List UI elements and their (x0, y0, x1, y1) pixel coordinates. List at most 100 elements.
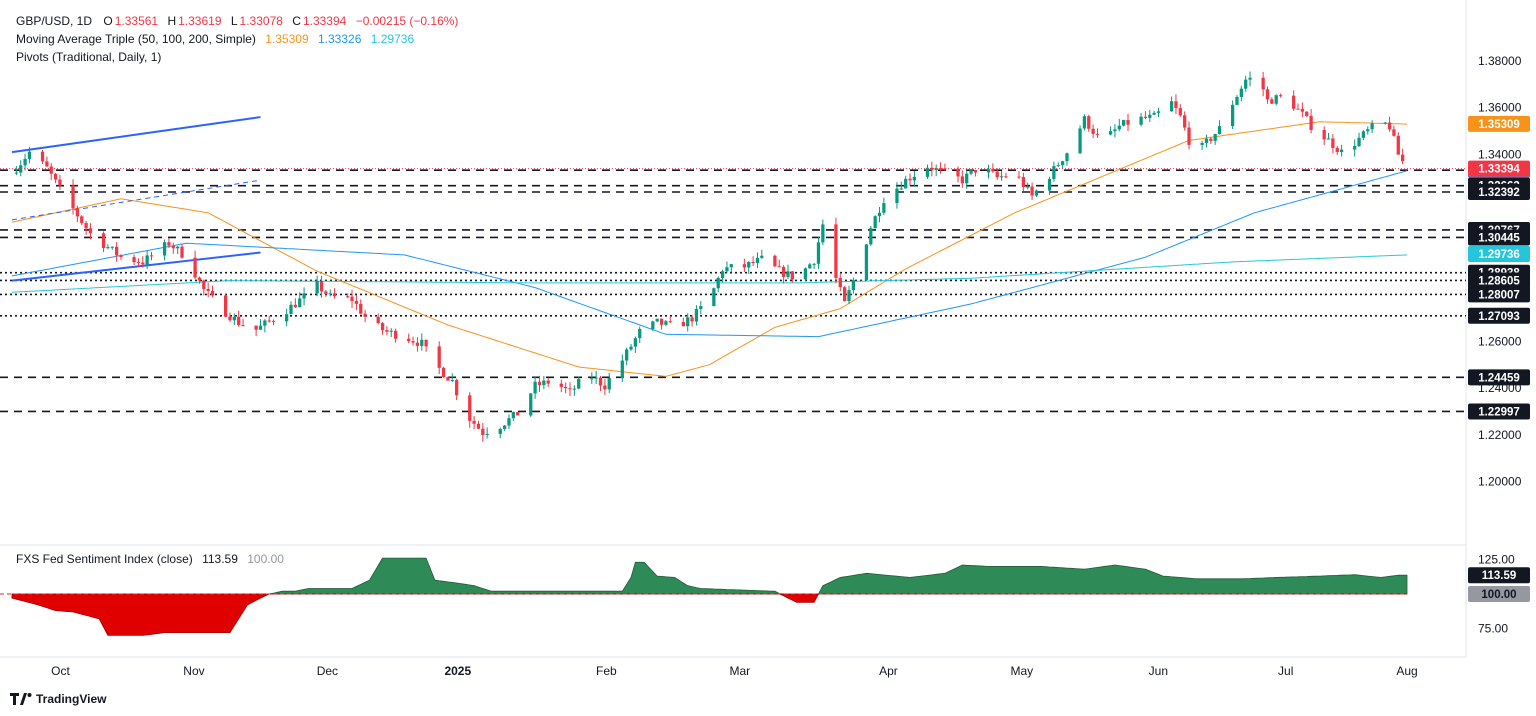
candle-body (986, 169, 991, 173)
candle-body (193, 257, 197, 278)
candle-body (1091, 128, 1095, 134)
candle-body (1217, 126, 1222, 135)
sentiment-tick-label: 75.00 (1478, 622, 1508, 636)
candle-body (598, 377, 603, 386)
price-tick-label: 1.26000 (1478, 334, 1522, 348)
ma-legend: Moving Average Triple (50, 100, 200, Sim… (16, 32, 416, 46)
candle-body (930, 167, 934, 171)
pivot-price-label: 1.28605 (1478, 275, 1520, 287)
pivot-price-label: 1.32392 (1478, 187, 1520, 199)
candle-body (455, 380, 459, 396)
candle-body (1187, 127, 1191, 145)
candle-body (254, 325, 258, 330)
candle-body (773, 255, 777, 267)
candle-body (751, 261, 755, 264)
candle-body (629, 346, 633, 350)
low-value: 1.33078 (239, 14, 283, 28)
symbol-label: GBP/USD, 1D (16, 14, 93, 28)
candle-body (812, 263, 816, 265)
candle-body (973, 170, 978, 173)
candle-body (136, 262, 141, 264)
pivot-price-label: 1.22997 (1478, 406, 1520, 418)
sentiment-label: FXS Fed Sentiment Index (close) (16, 552, 193, 566)
candle-body (75, 208, 80, 217)
price-label: 1.35309 (1478, 119, 1520, 131)
pivot-price-label: 1.24459 (1478, 372, 1520, 384)
time-tick-label: Dec (317, 664, 338, 678)
candle-body (446, 377, 450, 381)
low-label: L (230, 14, 238, 28)
candle-body (1148, 114, 1152, 118)
candle-body (607, 378, 611, 390)
high-label: H (167, 14, 177, 28)
time-tick-label: Aug (1396, 664, 1417, 678)
candle-body (843, 287, 847, 302)
candle-body (1401, 154, 1405, 162)
candle-body (498, 428, 502, 434)
candle-body (502, 425, 507, 429)
candle-body (1113, 129, 1117, 132)
candle-body (1060, 161, 1065, 166)
pivot-price-label: 1.30445 (1478, 232, 1520, 244)
candle-body (228, 316, 232, 321)
sentiment-value: 113.59 (202, 552, 238, 566)
candle-body (1305, 111, 1309, 116)
candle-body (790, 271, 794, 280)
candle-body (1396, 135, 1400, 155)
candle-body (590, 378, 594, 380)
candle-body (293, 304, 297, 308)
time-tick-label: Mar (729, 664, 750, 678)
candle-body (594, 377, 598, 379)
candle-body (1209, 138, 1213, 141)
candle-body (1082, 116, 1087, 129)
candle-body (1047, 179, 1052, 191)
ma100-value: 1.33326 (318, 32, 362, 46)
high-value: 1.33619 (178, 14, 222, 28)
candle-body (882, 203, 886, 213)
candle-body (197, 277, 202, 281)
candle-body (145, 255, 149, 265)
candle-body (529, 393, 533, 416)
candle-body (603, 385, 607, 390)
pivot-price-label: 1.28007 (1478, 289, 1520, 301)
sentiment-legend: FXS Fed Sentiment Index (close) 113.59 1… (16, 552, 286, 566)
candle-body (1095, 133, 1100, 135)
candle-body (328, 293, 332, 295)
candle-body (359, 303, 363, 314)
candle-body (559, 383, 563, 387)
ma-label: Moving Average Triple (50, 100, 200, Sim… (16, 32, 256, 46)
candle-body (58, 179, 62, 186)
sentiment-value-label-bg (1468, 567, 1530, 584)
candle-body (271, 320, 276, 322)
candle-body (755, 257, 760, 264)
candle-body (350, 296, 354, 302)
close-value: 1.33394 (302, 14, 347, 28)
candle-body (659, 318, 664, 325)
candle-body (237, 316, 241, 326)
candle-body (376, 316, 380, 324)
ma200-value: 1.29736 (370, 32, 415, 46)
candle-body (877, 212, 882, 217)
candle-body (450, 380, 454, 382)
candle-body (1239, 88, 1243, 97)
brand-label: TradingView (36, 692, 107, 706)
candle-body (437, 346, 441, 368)
candle-body (411, 341, 415, 343)
candle-body (298, 298, 302, 308)
candle-body (84, 222, 88, 229)
candle-body (1122, 120, 1126, 126)
candle-body (232, 316, 236, 321)
candle-body (638, 328, 642, 339)
candle-body (1331, 138, 1335, 148)
candle-body (991, 169, 995, 172)
candle-body (481, 428, 485, 435)
pivot-price-label-bg (1468, 307, 1530, 324)
candle-body (808, 264, 812, 269)
candle-body (681, 321, 685, 327)
candle-body (315, 281, 319, 294)
candle-body (895, 188, 899, 204)
tradingview-logo[interactable]: TradingView (10, 692, 106, 706)
candle-body (210, 291, 215, 296)
candle-body (49, 166, 53, 174)
